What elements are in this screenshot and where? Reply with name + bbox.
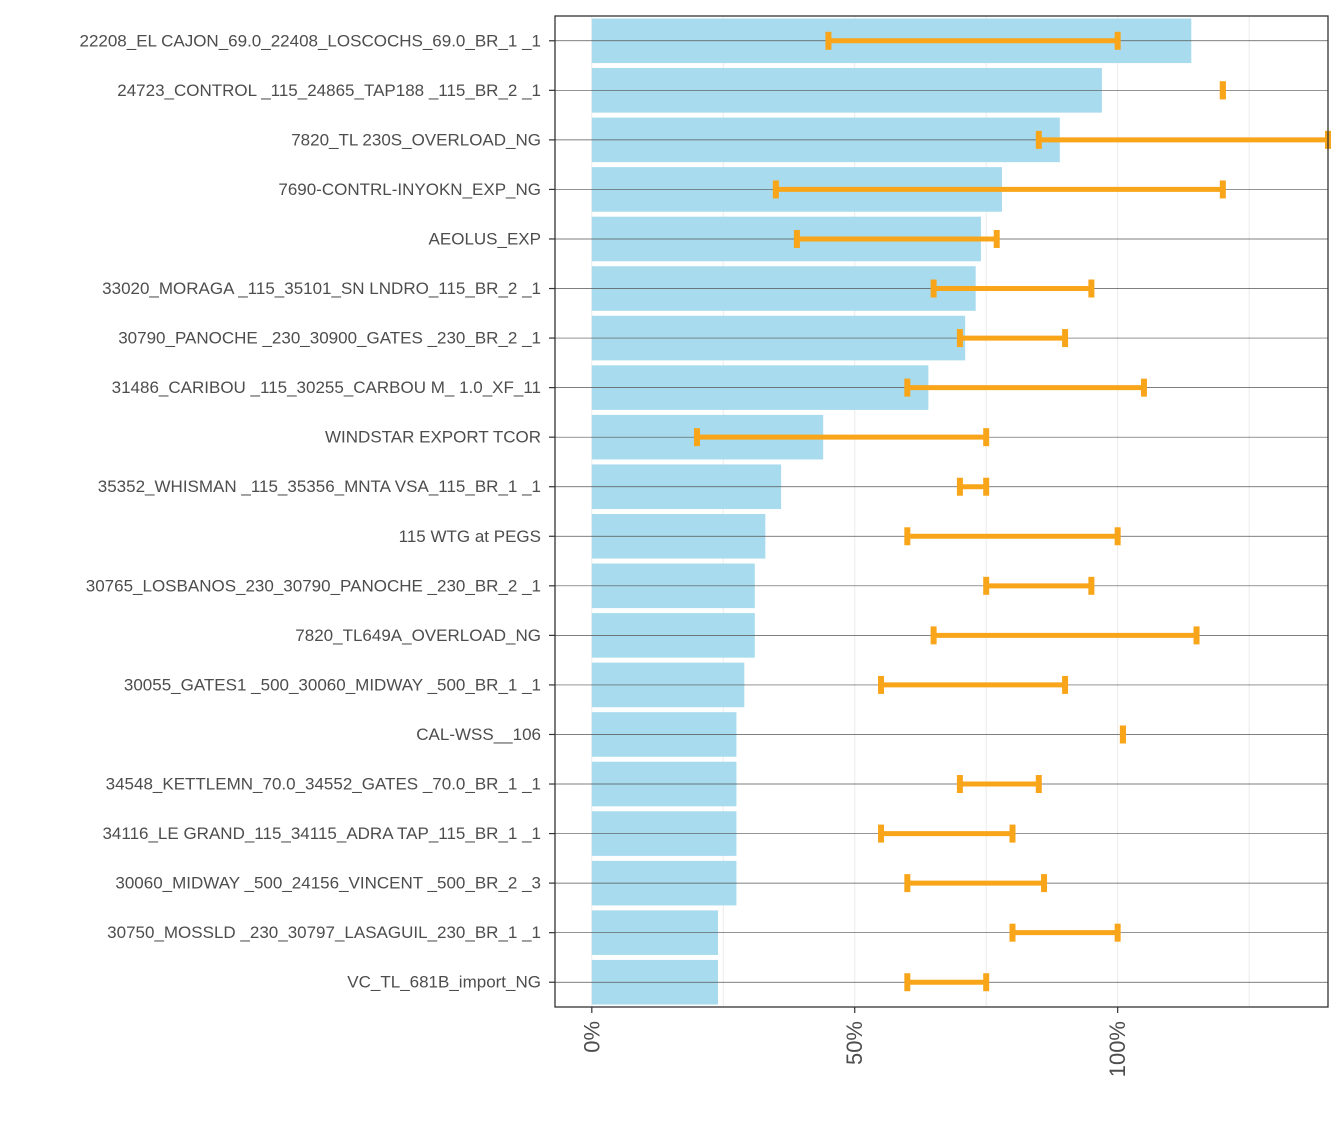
category-label: 7820_TL 230S_OVERLOAD_NG [291,130,541,149]
x-tick-label: 50% [842,1021,867,1065]
category-label: 33020_MORAGA _115_35101_SN LNDRO_115_BR_… [102,279,541,298]
category-label: 35352_WHISMAN _115_35356_MNTA VSA_115_BR… [98,477,541,496]
x-tick-label: 0% [579,1021,604,1053]
x-tick-label: 100% [1105,1021,1130,1077]
category-label: VC_TL_681B_import_NG [347,973,541,992]
category-label: 30060_MIDWAY _500_24156_VINCENT _500_BR_… [115,874,541,893]
category-label: 30055_GATES1 _500_30060_MIDWAY _500_BR_1… [124,675,541,694]
range-layer [555,31,1331,992]
plot-panel [555,16,1328,1007]
category-label: 34548_KETTLEMN_70.0_34552_GATES _70.0_BR… [106,775,541,794]
category-label: 24723_CONTROL _115_24865_TAP188 _115_BR_… [117,81,541,100]
category-label: 7690-CONTRL-INYOKN_EXP_NG [278,180,541,199]
category-label: 22208_EL CAJON_69.0_22408_LOSCOCHS_69.0_… [79,31,541,50]
x-axis: 0% 50% 100% [579,1007,1130,1077]
category-label: 31486_CARIBOU _115_30255_CARBOU M_ 1.0_X… [112,378,541,397]
plot-frame [554,15,1329,1008]
category-label: 30765_LOSBANOS_230_30790_PANOCHE _230_BR… [86,576,541,595]
category-label: 30750_MOSSLD _230_30797_LASAGUIL_230_BR_… [107,923,541,942]
category-label: 7820_TL649A_OVERLOAD_NG [295,626,541,645]
category-label: 34116_LE GRAND_115_34115_ADRA TAP_115_BR… [102,824,541,843]
category-label: 30790_PANOCHE _230_30900_GATES _230_BR_2… [118,329,541,348]
category-label: 115 WTG at PEGS [399,527,541,546]
category-label: AEOLUS_EXP [429,229,541,248]
category-label: CAL-WSS__106 [416,725,541,744]
category-labels: 22208_EL CAJON_69.0_22408_LOSCOCHS_69.0_… [79,31,555,992]
category-label: WINDSTAR EXPORT TCOR [325,428,541,447]
